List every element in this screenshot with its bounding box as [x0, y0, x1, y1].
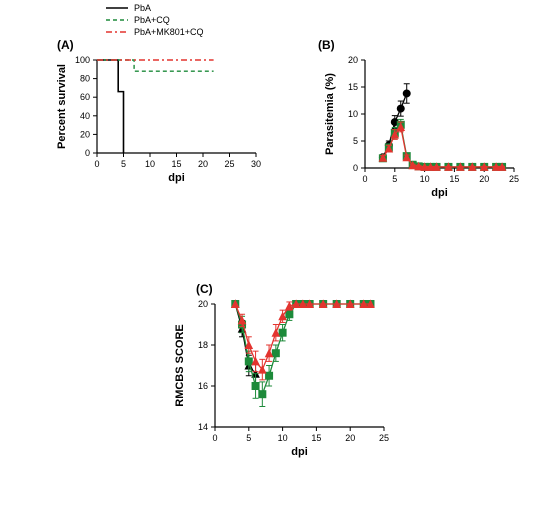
svg-text:25: 25	[509, 174, 519, 184]
svg-text:15: 15	[449, 174, 459, 184]
svg-text:0: 0	[85, 148, 90, 158]
svg-text:dpi: dpi	[431, 187, 448, 199]
series-PbA+CQ	[379, 119, 505, 170]
svg-text:Parasitemia (%): Parasitemia (%)	[324, 73, 336, 155]
svg-text:5: 5	[353, 136, 358, 146]
chart-B: 0 5 10 15 20 25 0 5 10 15 20 dpi Parasitemia (%)	[320, 52, 520, 202]
svg-text:5: 5	[246, 433, 251, 443]
panel-label: (A)	[57, 38, 74, 52]
svg-text:20: 20	[345, 433, 355, 443]
panel-label: (B)	[318, 38, 335, 52]
svg-text:15: 15	[348, 82, 358, 92]
svg-text:20: 20	[80, 129, 90, 139]
svg-text:20: 20	[198, 299, 208, 309]
svg-text:18: 18	[198, 340, 208, 350]
svg-text:10: 10	[145, 159, 155, 169]
svg-text:25: 25	[379, 433, 389, 443]
svg-text:10: 10	[278, 433, 288, 443]
legend-label: PbA	[134, 3, 151, 13]
svg-text:5: 5	[121, 159, 126, 169]
svg-text:100: 100	[75, 55, 90, 65]
svg-text:20: 20	[479, 174, 489, 184]
svg-text:10: 10	[348, 109, 358, 119]
svg-text:0: 0	[94, 159, 99, 169]
series-PbA+MK801+CQ	[232, 301, 374, 380]
legend-label: PbA+CQ	[134, 15, 170, 25]
svg-text:15: 15	[171, 159, 181, 169]
svg-text:5: 5	[392, 174, 397, 184]
series-PbA	[97, 60, 124, 153]
svg-text:Percent survival: Percent survival	[56, 64, 68, 149]
svg-text:16: 16	[198, 381, 208, 391]
svg-text:RMCBS SCORE: RMCBS SCORE	[174, 324, 186, 407]
svg-text:0: 0	[362, 174, 367, 184]
svg-text:20: 20	[348, 55, 358, 65]
svg-text:dpi: dpi	[291, 446, 308, 458]
svg-text:15: 15	[311, 433, 321, 443]
svg-text:20: 20	[198, 159, 208, 169]
svg-text:14: 14	[198, 422, 208, 432]
svg-text:40: 40	[80, 111, 90, 121]
chart-C: 0 5 10 15 20 25 14 16 18 20 dpi RMCBS SCORE	[170, 296, 390, 461]
svg-text:25: 25	[224, 159, 234, 169]
svg-text:0: 0	[353, 163, 358, 173]
svg-text:0: 0	[212, 433, 217, 443]
chart-A: 0 5 10 15 20 25 30 0 20 40 60 80 100 dpi Percent survi…	[52, 52, 262, 187]
legend-label: PbA+MK801+CQ	[134, 27, 204, 37]
svg-text:dpi: dpi	[168, 172, 185, 184]
svg-text:80: 80	[80, 74, 90, 84]
series-PbA+CQ	[97, 60, 214, 71]
svg-text:60: 60	[80, 92, 90, 102]
series-PbA+CQ	[232, 301, 374, 407]
svg-text:30: 30	[251, 159, 261, 169]
panel-label: (C)	[196, 282, 213, 296]
legend: PbA PbA+CQ PbA+MK801+CQ	[106, 0, 306, 40]
svg-text:10: 10	[420, 174, 430, 184]
